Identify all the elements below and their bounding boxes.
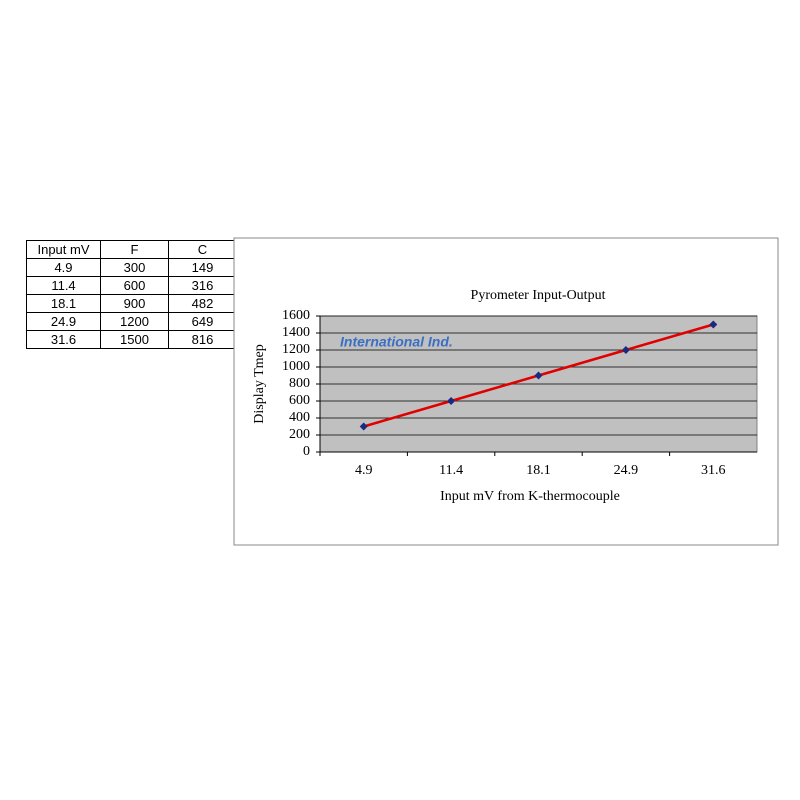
x-tick-label: 4.9	[355, 463, 373, 478]
x-tick-label: 11.4	[439, 463, 463, 478]
y-tick-label: 200	[289, 427, 310, 442]
table-cell: 816	[168, 330, 237, 349]
data-point	[447, 397, 456, 405]
y-tick-label: 1600	[282, 308, 310, 323]
x-tick-label: 24.9	[614, 463, 639, 478]
data-table: Input mV F C 4.9 300 149 11.4 600 316 18.1 900 482 2…	[26, 240, 237, 349]
y-tick-label: 1200	[282, 342, 310, 357]
data-point	[621, 346, 630, 354]
table-cell: 316	[168, 276, 237, 295]
y-tick-label: 800	[289, 376, 310, 391]
annotation: International Ind.	[340, 334, 453, 350]
table-cell: 31.6	[26, 330, 101, 349]
y-tick-label: 0	[303, 444, 310, 459]
y-tick-label: 400	[289, 410, 310, 425]
y-tick-label: 1400	[282, 325, 310, 340]
x-tick-label: 31.6	[701, 463, 726, 478]
x-tick-label: 18.1	[526, 463, 551, 478]
x-axis-label: Input mV from K-thermocouple	[440, 489, 620, 504]
data-point	[534, 371, 543, 380]
table-row: 4.9 300 149	[26, 258, 237, 277]
y-axis-label: Display Tmep	[252, 344, 267, 423]
chart-title: Pyrometer Input-Output	[471, 288, 606, 303]
table-row: 31.6 1500 816	[26, 330, 237, 349]
data-point	[709, 320, 718, 329]
y-tick-label: 1000	[282, 359, 310, 374]
y-tick-label: 600	[289, 393, 310, 408]
table-row: 24.9 1200 649	[26, 312, 237, 331]
data-point	[359, 422, 368, 431]
